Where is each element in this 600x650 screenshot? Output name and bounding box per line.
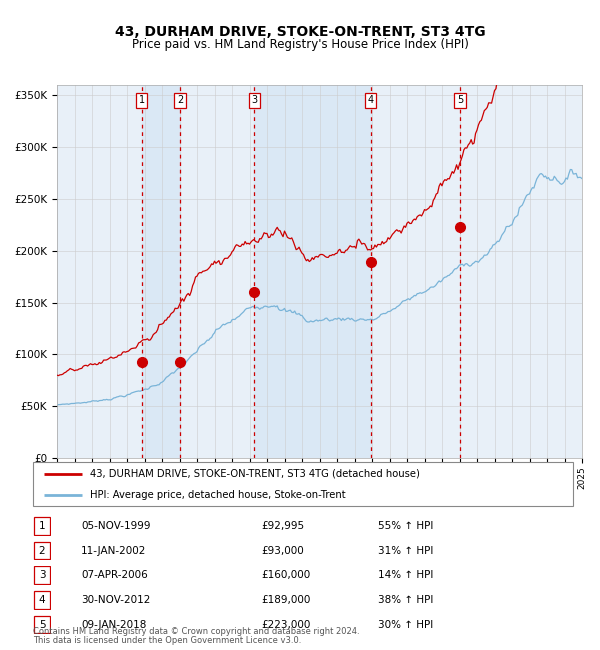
Text: 5: 5 xyxy=(38,619,46,630)
Text: 2: 2 xyxy=(38,545,46,556)
Text: £93,000: £93,000 xyxy=(261,545,304,556)
Text: 31% ↑ HPI: 31% ↑ HPI xyxy=(378,545,433,556)
Text: £189,000: £189,000 xyxy=(261,595,310,605)
Text: 4: 4 xyxy=(368,95,374,105)
Text: 3: 3 xyxy=(251,95,257,105)
Text: 30% ↑ HPI: 30% ↑ HPI xyxy=(378,619,433,630)
Text: 11-JAN-2002: 11-JAN-2002 xyxy=(81,545,146,556)
Text: This data is licensed under the Open Government Licence v3.0.: This data is licensed under the Open Gov… xyxy=(33,636,301,645)
Text: 1: 1 xyxy=(38,521,46,531)
Text: 43, DURHAM DRIVE, STOKE-ON-TRENT, ST3 4TG (detached house): 43, DURHAM DRIVE, STOKE-ON-TRENT, ST3 4T… xyxy=(90,469,419,479)
Text: HPI: Average price, detached house, Stoke-on-Trent: HPI: Average price, detached house, Stok… xyxy=(90,489,346,500)
Text: 3: 3 xyxy=(38,570,46,580)
Text: 2: 2 xyxy=(177,95,183,105)
Text: 55% ↑ HPI: 55% ↑ HPI xyxy=(378,521,433,531)
Bar xyxy=(254,84,371,458)
Text: 09-JAN-2018: 09-JAN-2018 xyxy=(81,619,146,630)
FancyBboxPatch shape xyxy=(34,542,50,559)
FancyBboxPatch shape xyxy=(34,566,50,584)
Text: 14% ↑ HPI: 14% ↑ HPI xyxy=(378,570,433,580)
FancyBboxPatch shape xyxy=(34,616,50,633)
FancyBboxPatch shape xyxy=(33,462,573,506)
Bar xyxy=(142,84,180,458)
Text: 05-NOV-1999: 05-NOV-1999 xyxy=(81,521,151,531)
FancyBboxPatch shape xyxy=(34,592,50,608)
Text: Price paid vs. HM Land Registry's House Price Index (HPI): Price paid vs. HM Land Registry's House … xyxy=(131,38,469,51)
Text: £92,995: £92,995 xyxy=(261,521,304,531)
Text: 07-APR-2006: 07-APR-2006 xyxy=(81,570,148,580)
Text: 4: 4 xyxy=(38,595,46,605)
Text: 5: 5 xyxy=(457,95,463,105)
Text: 1: 1 xyxy=(139,95,145,105)
Text: 43, DURHAM DRIVE, STOKE-ON-TRENT, ST3 4TG: 43, DURHAM DRIVE, STOKE-ON-TRENT, ST3 4T… xyxy=(115,25,485,39)
FancyBboxPatch shape xyxy=(34,517,50,534)
Text: 38% ↑ HPI: 38% ↑ HPI xyxy=(378,595,433,605)
Text: 30-NOV-2012: 30-NOV-2012 xyxy=(81,595,151,605)
Text: Contains HM Land Registry data © Crown copyright and database right 2024.: Contains HM Land Registry data © Crown c… xyxy=(33,627,359,636)
Text: £223,000: £223,000 xyxy=(261,619,310,630)
Text: £160,000: £160,000 xyxy=(261,570,310,580)
